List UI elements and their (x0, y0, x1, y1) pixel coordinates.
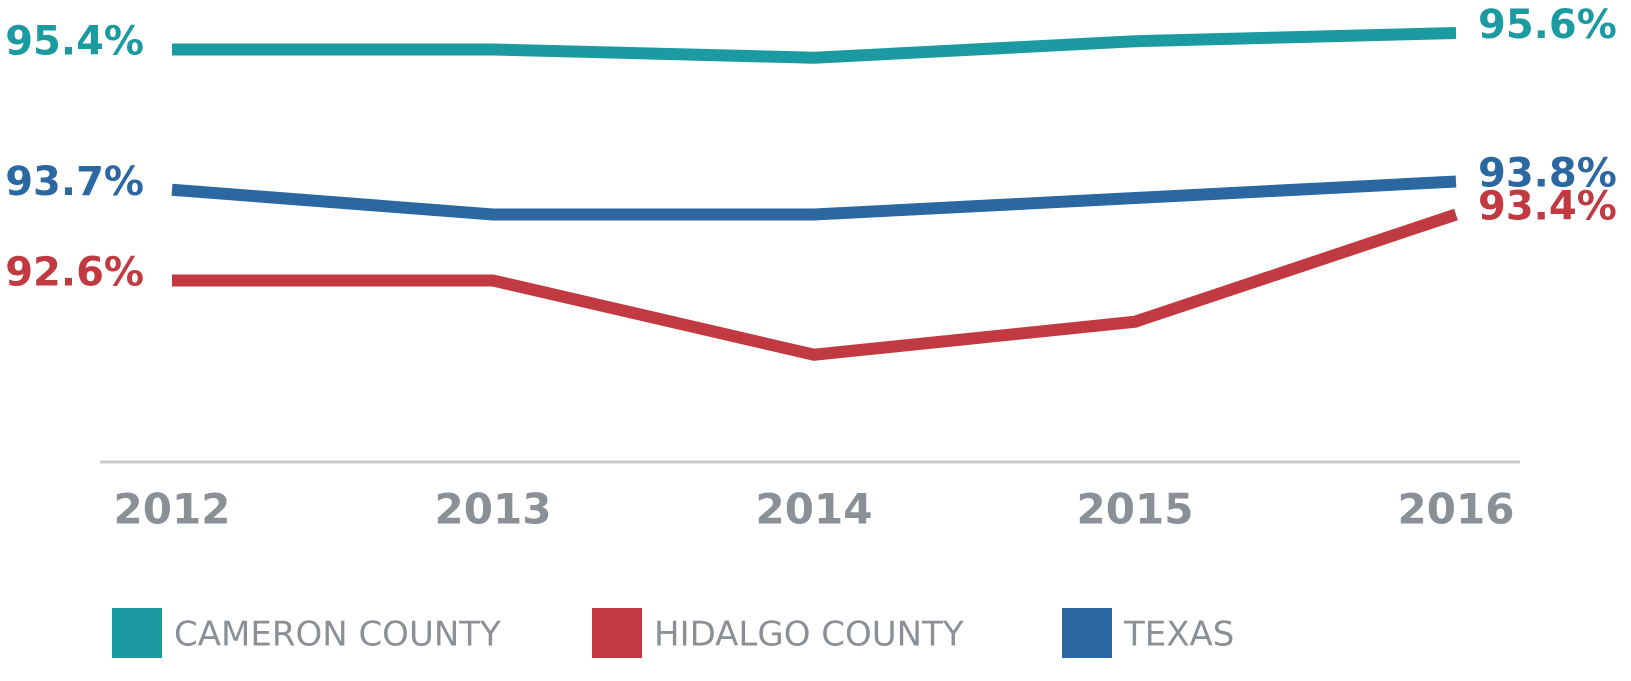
x-tick-label: 2014 (756, 485, 873, 534)
x-tick-label: 2016 (1398, 485, 1515, 534)
series-line (172, 27, 1457, 64)
legend-label: TEXAS (1123, 615, 1234, 655)
value-label: 95.4% (5, 19, 144, 65)
legend-swatch (1062, 608, 1112, 658)
series-line (171, 175, 1457, 221)
x-tick-label: 2013 (435, 485, 552, 534)
x-tick-label: 2015 (1077, 485, 1194, 534)
value-label: 93.4% (1478, 184, 1617, 230)
legend-swatch (112, 608, 162, 658)
value-label: 93.7% (5, 159, 144, 205)
legend-label: HIDALGO COUNTY (654, 615, 964, 655)
legend-swatch (592, 608, 642, 658)
x-tick-label: 2012 (114, 485, 231, 534)
series-line (172, 208, 1458, 361)
value-label: 93.8% (1478, 151, 1617, 197)
value-label: 92.6% (5, 250, 144, 296)
value-label: 95.6% (1478, 2, 1617, 48)
legend-label: CAMERON COUNTY (174, 615, 501, 655)
